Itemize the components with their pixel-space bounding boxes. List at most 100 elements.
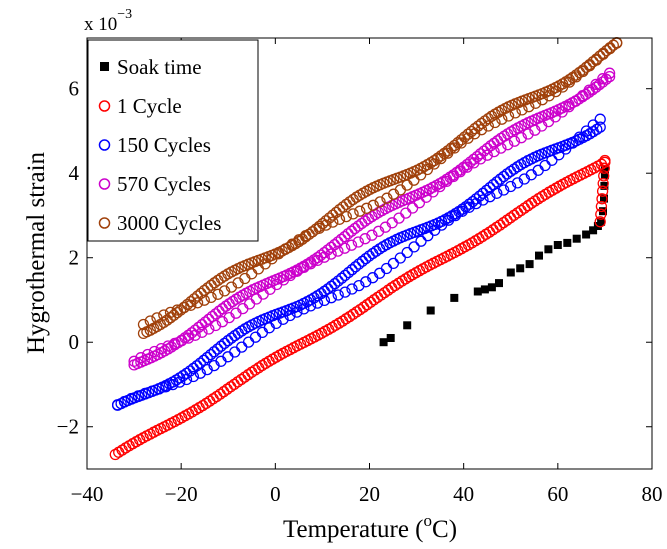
data-point (158, 309, 170, 321)
legend-marker (98, 139, 111, 151)
data-point (204, 395, 216, 407)
data-point (343, 310, 356, 323)
data-point (583, 60, 596, 72)
x-tick-label: 60 (547, 482, 568, 506)
data-point (185, 296, 197, 308)
data-point (162, 340, 174, 352)
data-point (364, 296, 377, 308)
data-point (198, 294, 210, 306)
data-point (250, 293, 263, 305)
data-point (284, 309, 296, 322)
data-point (393, 212, 405, 224)
data-point (570, 95, 582, 107)
data-point (256, 326, 269, 339)
data-point (225, 381, 237, 393)
data-point (345, 239, 358, 251)
data-point (196, 326, 208, 338)
data-point (304, 300, 317, 312)
data-point (400, 207, 412, 219)
data-point (363, 250, 375, 262)
y-tick-label: 2 (69, 246, 80, 270)
data-point (189, 324, 201, 336)
series-4 (137, 36, 623, 340)
data-point (175, 304, 187, 316)
data-point (347, 208, 359, 220)
data-point (318, 251, 330, 263)
data-point (597, 217, 606, 226)
data-point (291, 265, 303, 277)
data-point (498, 184, 510, 196)
data-point (596, 185, 609, 197)
data-point (211, 343, 224, 355)
data-point (339, 230, 351, 243)
data-point (428, 158, 440, 170)
data-point (208, 277, 221, 289)
data-point (420, 191, 432, 203)
data-point (573, 131, 586, 143)
data-point (535, 251, 543, 260)
data-point (600, 171, 609, 180)
data-point (375, 289, 387, 301)
data-point (415, 235, 427, 247)
legend: Soak time 1 Cycle 150 Cycles 570 Cycles 3000… (87, 39, 259, 242)
data-point (368, 294, 380, 306)
data-point (191, 360, 203, 372)
x-tick-label: 40 (453, 482, 474, 506)
data-point (155, 342, 167, 355)
data-point (504, 165, 517, 178)
data-point (305, 258, 317, 270)
data-point (218, 386, 230, 398)
data-point (597, 76, 609, 88)
data-point (508, 209, 520, 221)
data-point (401, 179, 413, 191)
data-point (215, 340, 227, 352)
data-point (536, 94, 548, 106)
data-point (352, 220, 364, 232)
data-point (477, 187, 489, 199)
data-point (380, 262, 393, 275)
legend-label: 570 Cycles (117, 172, 211, 196)
data-point (327, 216, 339, 228)
data-point (495, 279, 503, 288)
data-point (350, 306, 363, 318)
data-point (208, 346, 220, 358)
x-tick-label: 80 (642, 482, 663, 506)
x-axis-label: Temperature (oC) (283, 511, 457, 543)
data-point (525, 260, 534, 269)
data-point (313, 222, 325, 234)
data-point (468, 157, 480, 169)
data-point (167, 378, 179, 391)
data-point (336, 272, 348, 284)
data-point (367, 247, 379, 260)
data-point (487, 283, 496, 292)
data-point (515, 132, 527, 144)
data-point (239, 371, 251, 383)
data-point (353, 258, 365, 270)
data-point (352, 236, 364, 248)
data-point (236, 341, 248, 353)
data-point (232, 376, 244, 388)
data-point (153, 383, 165, 395)
data-point (353, 279, 365, 292)
data-point (504, 212, 517, 224)
data-point (237, 302, 249, 315)
x-axis-label-degree: o (424, 511, 433, 530)
series-soak-time (379, 165, 609, 347)
data-point (386, 334, 395, 342)
data-point (349, 261, 362, 273)
data-point (597, 73, 609, 85)
data-point (595, 208, 607, 220)
data-point (485, 140, 497, 152)
data-point (339, 286, 351, 298)
data-point (596, 193, 608, 205)
legend-label: Soak time (117, 55, 202, 79)
data-point (509, 107, 521, 119)
data-point (502, 139, 514, 151)
data-point (146, 385, 158, 397)
data-point (125, 392, 138, 405)
data-point (371, 291, 384, 304)
data-point (359, 233, 371, 245)
data-point (298, 303, 310, 315)
data-point (325, 248, 337, 260)
data-point (470, 193, 482, 205)
